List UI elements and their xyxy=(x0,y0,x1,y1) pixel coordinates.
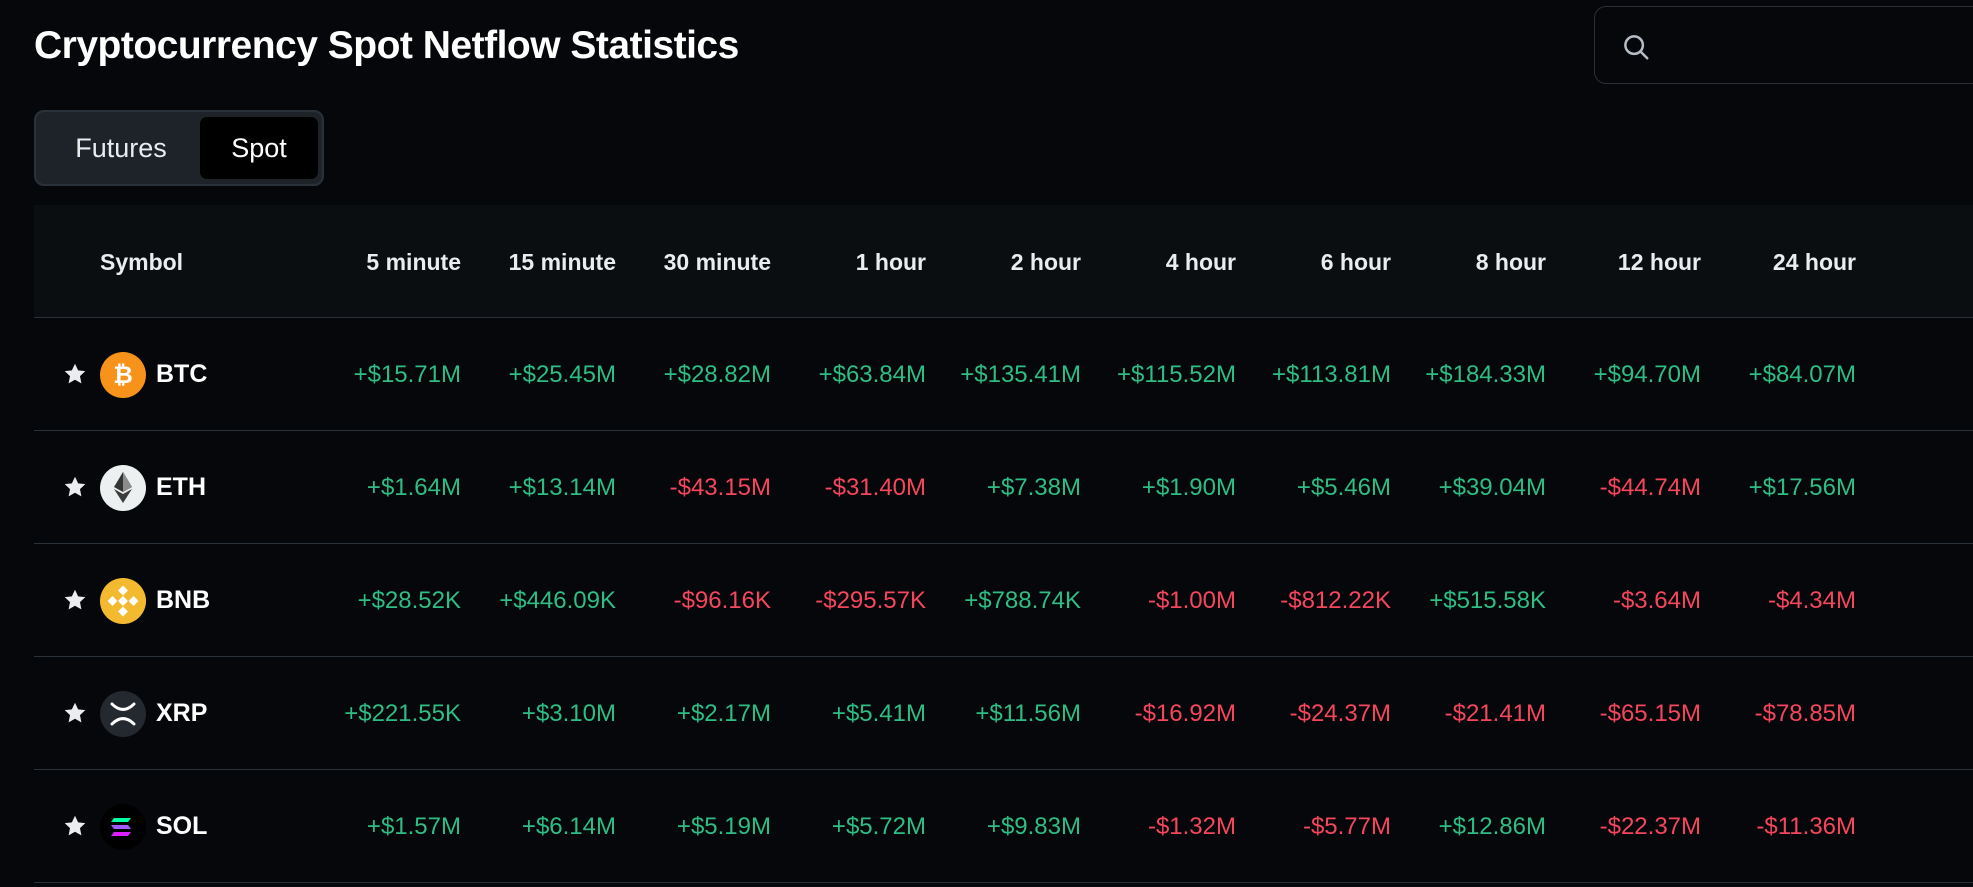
favorite-star-icon[interactable] xyxy=(62,361,88,387)
netflow-value: -$3.64M xyxy=(1612,587,1701,614)
coin-symbol[interactable]: BNB xyxy=(156,586,211,614)
netflow-value: +$184.33M xyxy=(1425,361,1546,388)
netflow-value: +$113.81M xyxy=(1272,361,1391,388)
netflow-value: +$12.86M xyxy=(1438,813,1546,840)
favorite-star-icon[interactable] xyxy=(62,700,88,726)
netflow-table: Symbol 5 minute 15 minute 30 minute 1 hour 2… xyxy=(34,205,1973,883)
netflow-value: +$6.14M xyxy=(521,813,616,840)
netflow-value: +$2.17M xyxy=(676,700,771,727)
favorite-star-icon[interactable] xyxy=(62,587,88,613)
netflow-value: -$24.37M xyxy=(1289,700,1391,727)
tab-futures[interactable]: Futures xyxy=(75,133,167,163)
netflow-value: +$94.70M xyxy=(1593,361,1701,388)
search-input[interactable] xyxy=(1665,21,1969,73)
favorite-star-icon[interactable] xyxy=(62,813,88,839)
netflow-value: -$11.36M xyxy=(1756,813,1856,840)
column-header-15-minute[interactable]: 15 minute xyxy=(508,249,616,275)
column-header-12-hour[interactable]: 12 hour xyxy=(1617,249,1701,275)
xrp-icon xyxy=(100,691,146,737)
svg-text:₿: ₿ xyxy=(113,362,133,389)
netflow-value: -$5.77M xyxy=(1302,813,1391,840)
netflow-value: +$5.46M xyxy=(1296,474,1391,501)
netflow-value: -$16.92M xyxy=(1134,700,1236,727)
bnb-icon xyxy=(100,578,146,624)
netflow-value: -$1.00M xyxy=(1147,587,1236,614)
netflow-value: +$39.04M xyxy=(1438,474,1546,501)
coin-symbol[interactable]: BTC xyxy=(156,360,208,388)
netflow-value: -$21.41M xyxy=(1444,700,1546,727)
netflow-value: +$135.41M xyxy=(960,361,1081,388)
coin-symbol[interactable]: XRP xyxy=(156,699,208,727)
column-header-24-hour[interactable]: 24 hour xyxy=(1772,249,1856,275)
coin-symbol[interactable]: SOL xyxy=(156,812,208,840)
table-row[interactable]: ₿ BTC +$15.71M +$25.45M +$28.82M +$63.84M +$13… xyxy=(34,318,1973,431)
netflow-value: +$115.52M xyxy=(1117,361,1236,388)
netflow-value: +$63.84M xyxy=(818,361,926,388)
netflow-value: +$3.10M xyxy=(521,700,616,727)
column-header-2-hour[interactable]: 2 hour xyxy=(1010,249,1081,275)
netflow-value: +$28.52K xyxy=(357,587,461,614)
netflow-value: -$4.34M xyxy=(1767,587,1856,614)
netflow-value: +$1.64M xyxy=(366,474,461,501)
table-row[interactable]: BNB +$28.52K +$446.09K -$96.16K -$295.57K +$7… xyxy=(34,544,1973,657)
netflow-value: -$812.22K xyxy=(1280,587,1391,614)
netflow-value: +$788.74K xyxy=(964,587,1081,614)
netflow-value: -$96.16K xyxy=(673,587,771,614)
netflow-value: +$515.58K xyxy=(1429,587,1546,614)
column-header-4-hour[interactable]: 4 hour xyxy=(1165,249,1236,275)
netflow-value: -$44.74M xyxy=(1599,474,1701,501)
search-icon xyxy=(1624,35,1649,60)
netflow-value: -$31.40M xyxy=(824,474,926,501)
netflow-value: +$11.56M xyxy=(975,700,1081,727)
column-header-symbol[interactable]: Symbol xyxy=(100,249,184,275)
netflow-value: -$295.57K xyxy=(815,587,926,614)
netflow-value: -$43.15M xyxy=(669,474,771,501)
eth-icon xyxy=(100,465,146,511)
page-title: Cryptocurrency Spot Netflow Statistics xyxy=(34,24,739,67)
netflow-value: -$1.32M xyxy=(1147,813,1236,840)
netflow-value: +$28.82M xyxy=(663,361,771,388)
btc-icon: ₿ xyxy=(100,352,146,398)
netflow-value: +$1.90M xyxy=(1141,474,1236,501)
netflow-value: +$221.55K xyxy=(344,700,461,727)
netflow-value: +$15.71M xyxy=(353,361,461,388)
table-row[interactable]: SOL +$1.57M +$6.14M +$5.19M +$5.72M +$9.83M -$… xyxy=(34,770,1973,883)
netflow-value: +$9.83M xyxy=(986,813,1081,840)
table-header: Symbol 5 minute 15 minute 30 minute 1 hour 2… xyxy=(34,205,1973,318)
netflow-value: -$22.37M xyxy=(1599,813,1701,840)
table-body: ₿ BTC +$15.71M +$25.45M +$28.82M +$63.84M +$13… xyxy=(34,318,1973,883)
coin-symbol[interactable]: ETH xyxy=(156,473,206,501)
column-header-8-hour[interactable]: 8 hour xyxy=(1475,249,1546,275)
table-row[interactable]: XRP +$221.55K +$3.10M +$2.17M +$5.41M +$11.56… xyxy=(34,657,1973,770)
netflow-value: +$446.09K xyxy=(499,587,616,614)
table-row[interactable]: ETH +$1.64M +$13.14M -$43.15M -$31.40M +$7.38… xyxy=(34,431,1973,544)
netflow-value: +$25.45M xyxy=(508,361,616,388)
favorite-star-icon[interactable] xyxy=(62,474,88,500)
netflow-value: -$65.15M xyxy=(1599,700,1701,727)
netflow-value: +$5.72M xyxy=(831,813,926,840)
sol-icon xyxy=(100,804,146,850)
column-header-6-hour[interactable]: 6 hour xyxy=(1320,249,1391,275)
netflow-value: +$1.57M xyxy=(366,813,461,840)
netflow-value: +$13.14M xyxy=(508,474,616,501)
netflow-value: +$17.56M xyxy=(1748,474,1856,501)
netflow-value: +$5.41M xyxy=(831,700,926,727)
tab-spot[interactable]: Spot xyxy=(200,117,318,179)
market-type-toggle: Futures Spot xyxy=(34,110,324,186)
netflow-value: +$5.19M xyxy=(676,813,771,840)
netflow-value: -$78.85M xyxy=(1754,700,1856,727)
column-header-30-minute[interactable]: 30 minute xyxy=(663,249,771,275)
column-header-1-hour[interactable]: 1 hour xyxy=(855,249,926,275)
search-box[interactable] xyxy=(1594,6,1973,84)
column-header-5-minute[interactable]: 5 minute xyxy=(366,249,461,275)
netflow-value: +$7.38M xyxy=(986,474,1081,501)
netflow-value: +$84.07M xyxy=(1748,361,1856,388)
